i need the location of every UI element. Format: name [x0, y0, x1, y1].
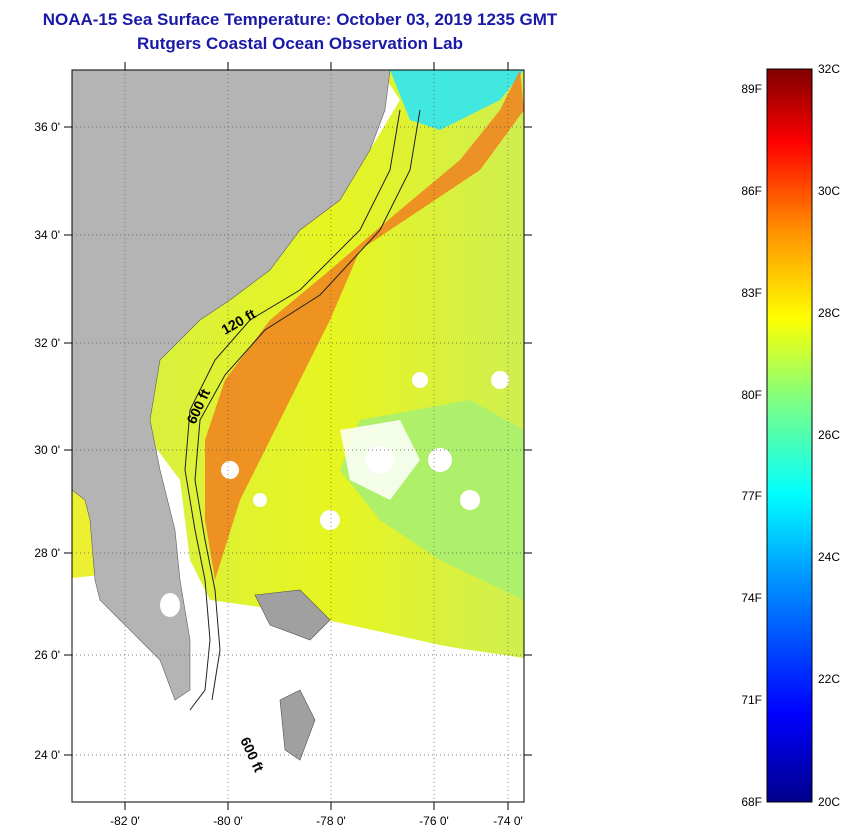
map-ticks — [64, 62, 532, 810]
colorbar-f-80: 80F — [741, 388, 762, 402]
colorbar-f-68: 68F — [741, 795, 762, 809]
lat-label-34: 34 0' — [34, 228, 60, 242]
colorbar-f-77: 77F — [741, 489, 762, 503]
cool-water-north — [390, 70, 524, 130]
map-frame — [71, 69, 525, 803]
lon-label-82: -82 0' — [110, 814, 140, 828]
lake-okeechobee — [160, 593, 180, 617]
lon-label-78: -78 0' — [316, 814, 346, 828]
map-title: NOAA-15 Sea Surface Temperature: October… — [42, 10, 558, 29]
grid-lines — [72, 70, 524, 802]
colorbar-c-30: 30C — [818, 184, 840, 198]
land-bahamas — [279, 689, 316, 761]
lon-label-80: -80 0' — [213, 814, 243, 828]
gulf-stream — [205, 70, 524, 580]
lat-label-36: 36 0' — [34, 120, 60, 134]
lon-label-76: -76 0' — [419, 814, 449, 828]
land-grand-bahama — [254, 589, 331, 641]
map-subtitle: Rutgers Coastal Ocean Observation Lab — [137, 34, 463, 53]
colorbar-c-20: 20C — [818, 795, 840, 809]
lat-label-26: 26 0' — [34, 648, 60, 662]
colorbar-f-86: 86F — [741, 184, 762, 198]
colorbar-c-32: 32C — [818, 62, 840, 76]
colorbar — [766, 68, 813, 803]
lon-label-74: -74 0' — [493, 814, 523, 828]
colorbar-f-83: 83F — [741, 286, 762, 300]
contour-600ft — [194, 109, 421, 701]
colorbar-f-89: 89F — [741, 82, 762, 96]
colorbar-c-28: 28C — [818, 306, 840, 320]
lat-label-24: 24 0' — [34, 748, 60, 762]
lat-label-30: 30 0' — [34, 443, 60, 457]
contour-120ft — [184, 109, 401, 711]
lat-label-28: 28 0' — [34, 546, 60, 560]
colorbar-f-74: 74F — [741, 591, 762, 605]
colorbar-c-24: 24C — [818, 550, 840, 564]
land-southeast-us — [72, 70, 391, 701]
sst-map: 120 ft 600 ft 600 ft — [72, 70, 524, 802]
lat-label-32: 32 0' — [34, 336, 60, 350]
colorbar-c-26: 26C — [818, 428, 840, 442]
colorbar-c-22: 22C — [818, 672, 840, 686]
colorbar-f-71: 71F — [741, 693, 762, 707]
